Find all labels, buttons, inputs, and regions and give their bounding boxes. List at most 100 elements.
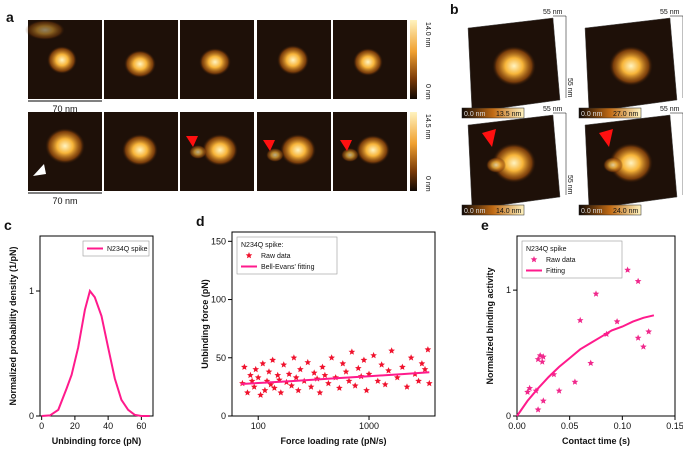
marker (624, 266, 631, 273)
legend-title: N234Q spike: (241, 242, 283, 249)
marker (415, 377, 422, 384)
marker (319, 363, 326, 370)
size-label: 55 nm (660, 106, 680, 113)
marker (292, 374, 300, 381)
marker (424, 346, 432, 353)
x-tick-label: 20 (70, 421, 80, 431)
colorbar-max: 14.0 nm (424, 22, 431, 47)
y-axis-label: Normalized binding activity (485, 267, 495, 384)
y-tick-label: 1 (29, 286, 34, 296)
colorbar-max: 14.5 nm (424, 114, 431, 139)
marker (634, 334, 642, 341)
y-tick-label: 1 (506, 285, 511, 295)
marker (297, 365, 304, 373)
y-tick-label: 0 (29, 411, 34, 421)
x-tick-label: 0.05 (561, 421, 579, 431)
x-tick-label: 0 (39, 421, 44, 431)
scale-max: 27.0 nm (613, 111, 638, 118)
y-tick-label: 50 (216, 353, 226, 363)
y-tick-label: 0 (221, 411, 226, 421)
afm-row-2 (28, 112, 417, 191)
marker (277, 389, 285, 396)
marker (244, 389, 251, 396)
x-tick-label: 0.10 (614, 421, 632, 431)
marker (261, 386, 269, 394)
marker (378, 361, 385, 368)
arrow (482, 129, 496, 147)
legend-box (82, 240, 150, 257)
scale-max: 13.5 nm (496, 111, 521, 118)
marker (267, 381, 275, 388)
marker (592, 290, 600, 297)
marker (576, 316, 584, 324)
marker (394, 374, 401, 381)
x-axis-label: Contact time (s) (562, 436, 630, 446)
marker (304, 358, 312, 366)
y-tick-label: 100 (211, 295, 226, 305)
legend-label: Fitting (546, 268, 565, 275)
color-scale (578, 204, 642, 216)
scale-min: 0.0 nm (464, 111, 486, 118)
legend-swatch (530, 256, 538, 263)
scale-min: 0.0 nm (464, 208, 486, 215)
plot-frame (39, 235, 154, 417)
legend-swatch (245, 252, 253, 259)
marker (555, 387, 563, 394)
plot-frame (516, 235, 676, 417)
plot-frame (231, 231, 436, 417)
marker (290, 354, 298, 361)
marker (259, 360, 267, 367)
marker (613, 318, 621, 325)
panel-label: d (196, 213, 205, 229)
x-tick-label: 0.15 (666, 421, 683, 431)
marker (336, 384, 343, 391)
marker (571, 378, 579, 385)
marker (257, 391, 264, 398)
afm-3d-blob (603, 157, 623, 173)
marker (418, 360, 426, 367)
x-tick-label: 0.00 (508, 421, 526, 431)
marker (339, 360, 347, 367)
marker (316, 389, 324, 396)
arrow (599, 129, 613, 147)
marker (310, 369, 318, 376)
x-tick-label: 60 (136, 421, 146, 431)
marker (640, 343, 647, 350)
x-tick-label: 1000 (359, 421, 379, 431)
marker (250, 383, 258, 390)
marker (307, 383, 315, 390)
scale-text: 70 nm (52, 104, 77, 114)
legend-label: N234Q spike (107, 246, 148, 253)
scale-max: 24.0 nm (613, 208, 638, 215)
marker (321, 371, 329, 379)
marker (403, 383, 411, 390)
color-scale (461, 107, 525, 119)
marker (288, 382, 295, 389)
x-tick-label: 40 (103, 421, 113, 431)
chart: e 0.00 0.05 0.10 0.15 0 1 Contact time (s) Norma… (481, 217, 683, 446)
marker (385, 367, 392, 374)
marker (252, 365, 260, 373)
marker (351, 382, 359, 389)
marker (265, 368, 273, 375)
marker (328, 354, 335, 361)
line (41, 288, 150, 417)
legend-label: Bell-Evans' fitting (261, 264, 315, 271)
marker (388, 347, 395, 354)
marker (550, 371, 558, 378)
marker (370, 351, 377, 359)
scale-min: 0.0 nm (581, 208, 603, 215)
marker (348, 348, 356, 355)
size-label: 55 nm (543, 106, 563, 113)
marker (421, 365, 429, 373)
panel-label: b (450, 1, 459, 17)
x-tick-label: 100 (251, 421, 266, 431)
marker (355, 364, 362, 372)
marker (325, 379, 332, 387)
legend-label: Raw data (261, 253, 291, 260)
afm-3d-blob (609, 143, 653, 183)
colorbar-min: 0 nm (424, 84, 431, 100)
marker (534, 355, 542, 363)
line (240, 371, 430, 385)
